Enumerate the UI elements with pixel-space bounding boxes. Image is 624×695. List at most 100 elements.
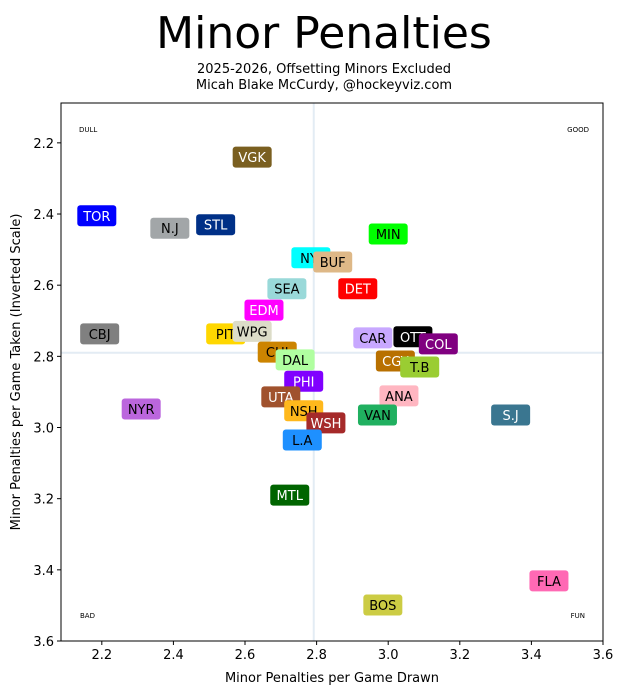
team-label: PHI	[293, 375, 314, 390]
team-point-min: MIN	[368, 223, 408, 245]
chart-subtitle-2: Micah Blake McCurdy, @hockeyviz.com	[196, 78, 452, 93]
team-label: T.B	[409, 361, 429, 376]
x-tick-label: 2.6	[235, 648, 256, 663]
team-point-buf: BUF	[313, 251, 353, 273]
team-point-edm: EDM	[244, 299, 284, 321]
team-point-sj: S.J	[491, 404, 531, 426]
team-point-det: DET	[338, 278, 378, 300]
team-point-tor: TOR	[77, 205, 117, 227]
team-label: CAR	[359, 332, 386, 347]
team-label-box	[491, 404, 531, 426]
team-point-bos: BOS	[363, 594, 403, 616]
team-label-box	[368, 223, 408, 245]
y-tick-label: 2.8	[33, 350, 54, 365]
corner-label-good: GOOD	[567, 126, 589, 134]
team-point-mtl: MTL	[270, 484, 310, 506]
team-label: PIT	[216, 328, 236, 343]
team-label-box	[400, 356, 440, 378]
team-point-ana: ANA	[379, 385, 419, 407]
team-label: L.A	[292, 434, 312, 449]
team-label: WSH	[310, 417, 341, 432]
team-label: BUF	[320, 256, 346, 271]
team-point-stl: STL	[196, 214, 236, 236]
team-label-box	[338, 278, 378, 300]
team-label: DET	[345, 283, 371, 298]
team-label: MTL	[277, 489, 304, 504]
corner-label-fun: FUN	[571, 612, 585, 620]
corner-label-dull: DULL	[79, 126, 97, 134]
team-point-car: CAR	[353, 327, 393, 349]
team-label: STL	[204, 219, 228, 234]
team-label-box	[353, 327, 393, 349]
y-tick-label: 3.2	[33, 493, 54, 508]
team-label-box	[529, 570, 569, 592]
team-label: N.J	[161, 222, 179, 237]
team-label-box	[270, 484, 310, 506]
x-axis-label: Minor Penalties per Game Drawn	[225, 671, 439, 686]
team-point-dal: DAL	[275, 349, 315, 371]
chart-title: Minor Penalties	[156, 8, 492, 59]
team-point-sea: SEA	[267, 278, 307, 300]
team-point-nyr: NYR	[121, 398, 161, 420]
x-tick-label: 2.4	[163, 648, 184, 663]
team-point-col: COL	[418, 333, 458, 355]
team-label: NYR	[128, 403, 155, 418]
team-label: VGK	[238, 151, 266, 166]
team-label-box	[80, 323, 120, 345]
team-point-tb: T.B	[400, 356, 440, 378]
team-label-box	[418, 333, 458, 355]
x-tick-label: 3.2	[449, 648, 470, 663]
team-label-box	[77, 205, 117, 227]
y-tick-label: 2.4	[33, 208, 54, 223]
team-label-box	[275, 349, 315, 371]
team-point-wpg: WPG	[232, 320, 272, 342]
team-label: MIN	[376, 228, 401, 243]
team-label: SEA	[274, 283, 299, 298]
y-tick-label: 3.6	[33, 635, 54, 650]
x-tick-label: 2.2	[91, 648, 112, 663]
y-tick-label: 2.2	[33, 137, 54, 152]
team-point-wsh: WSH	[306, 412, 346, 434]
team-label-box	[244, 299, 284, 321]
team-label-box	[313, 251, 353, 273]
team-label: FLA	[537, 575, 561, 590]
team-label: BOS	[369, 599, 396, 614]
team-label: COL	[425, 338, 452, 353]
team-label-box	[357, 404, 397, 426]
team-point-fla: FLA	[529, 570, 569, 592]
team-point-la: L.A	[282, 429, 322, 451]
chart-subtitle-1: 2025-2026, Offsetting Minors Excluded	[197, 62, 451, 77]
team-label-box	[379, 385, 419, 407]
team-label: CBJ	[89, 328, 111, 343]
x-tick-label: 2.8	[306, 648, 327, 663]
y-tick-label: 3.4	[33, 564, 54, 579]
team-label: ANA	[385, 390, 413, 405]
team-label: TOR	[82, 210, 110, 225]
team-point-vgk: VGK	[232, 146, 272, 168]
x-tick-label: 3.0	[378, 648, 399, 663]
team-label: EDM	[249, 304, 278, 319]
y-tick-label: 3.0	[33, 422, 54, 437]
team-label: S.J	[503, 409, 519, 424]
team-label-box	[306, 412, 346, 434]
team-label-box	[282, 429, 322, 451]
team-label: VAN	[364, 409, 391, 424]
corner-label-bad: BAD	[80, 612, 95, 620]
team-point-van: VAN	[357, 404, 397, 426]
y-axis-label: Minor Penalties per Game Taken (Inverted…	[9, 214, 24, 531]
team-point-nj: N.J	[150, 217, 190, 239]
team-label-box	[363, 594, 403, 616]
team-label: DAL	[282, 354, 309, 369]
y-tick-label: 2.6	[33, 279, 54, 294]
team-label-box	[232, 146, 272, 168]
team-label-box	[121, 398, 161, 420]
x-tick-label: 3.6	[593, 648, 614, 663]
team-label-box	[232, 320, 272, 342]
team-label-box	[150, 217, 190, 239]
plot-frame	[60, 102, 604, 642]
team-label-box	[267, 278, 307, 300]
team-label: WPG	[237, 325, 268, 340]
x-tick-label: 3.4	[521, 648, 542, 663]
